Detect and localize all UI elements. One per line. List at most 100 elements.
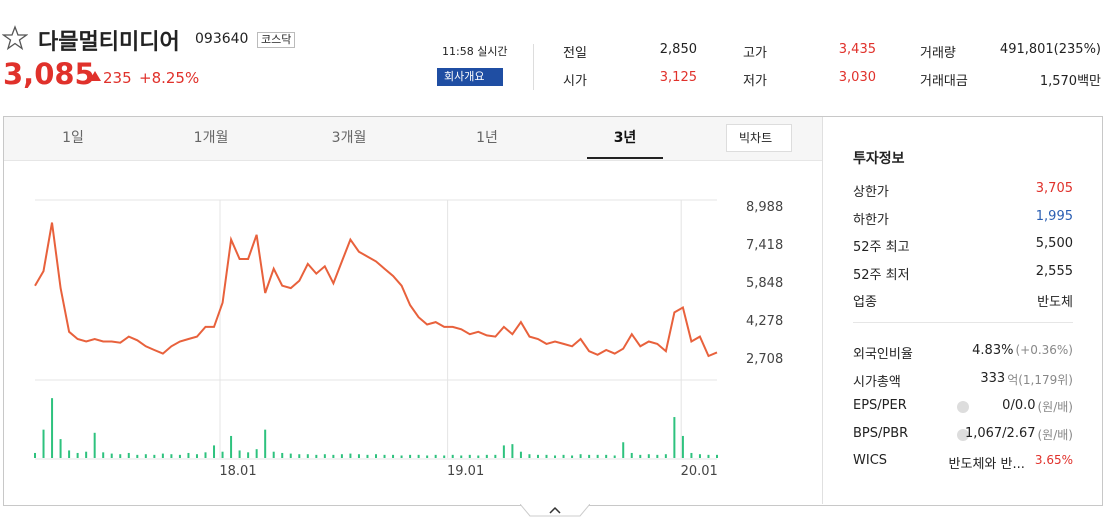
volume-bar [289, 453, 292, 458]
volume-bar [187, 452, 190, 458]
volume-bar [613, 455, 616, 458]
volume-bar [630, 452, 633, 458]
volume-bar [195, 454, 198, 458]
info-label: 외국인비율 [853, 347, 913, 362]
volume-bar [315, 454, 318, 458]
info-sub: (원/배) [1037, 400, 1074, 414]
info-value: 1,995 [1035, 208, 1073, 224]
x-tick-label: 18.01 [219, 464, 256, 479]
market-badge: 코스닥 [257, 32, 296, 48]
info-value: 3,705 [1035, 181, 1073, 196]
volume-bar [468, 454, 471, 458]
info-value: 5,500 [1035, 236, 1073, 251]
info-label: 52주 최저 [853, 267, 910, 283]
volume-bar [281, 452, 284, 458]
realtime-time: 11:58 실시간 [442, 45, 508, 58]
volume-bar [502, 445, 505, 458]
volume-bar [366, 454, 369, 458]
separator [853, 322, 1073, 323]
volume-bar [647, 454, 650, 458]
volume-bar [588, 454, 591, 458]
company-button[interactable]: 회사개요 [437, 68, 503, 86]
volume-bar [656, 454, 659, 458]
volume-bar [562, 454, 565, 458]
big-chart-button[interactable]: 빅차트 [726, 124, 792, 152]
period-tab[interactable]: 1개월 [193, 130, 229, 146]
info-label: EPS/PER [853, 398, 907, 413]
volume-bar [51, 398, 54, 458]
volume-bar [375, 454, 377, 458]
info-sub: (원/배) [1037, 427, 1074, 442]
volume-bar [477, 455, 480, 458]
separator [533, 44, 534, 90]
current-price: 3,085 [3, 57, 95, 91]
info-sub: 억(1,179위) [1007, 372, 1073, 387]
volume-bar [170, 454, 173, 458]
info-value: 반도체와 반... [948, 457, 1025, 472]
volume-bar [417, 454, 420, 458]
volume-bar [42, 429, 45, 458]
info-value: 4.83% [972, 343, 1014, 358]
volume-bar [698, 454, 701, 458]
volume-bar [716, 454, 718, 458]
y-tick-label: 7,418 [746, 238, 783, 253]
stock-name: 다믈멀티미디어 [38, 30, 180, 55]
favorite-star[interactable] [2, 25, 28, 51]
volume-bar [664, 454, 667, 458]
chart: 8,988 7,418 5,848 4,278 2,708 18.01 19.01 20.01 [34, 199, 783, 479]
volume-bar [622, 442, 625, 458]
volume-bar [340, 454, 343, 458]
period-tab[interactable]: 3개월 [331, 130, 367, 146]
period-tab[interactable]: 3년 [613, 130, 637, 146]
y-tick-label: 2,708 [746, 352, 783, 367]
volume-bar [264, 429, 267, 458]
active-underline [587, 157, 663, 159]
summary-label: 고가 [743, 46, 767, 61]
info-value: 0/0.0 [1002, 398, 1036, 413]
volume-bar [247, 452, 250, 458]
volume-bar [306, 454, 309, 458]
period-tab[interactable]: 1일 [62, 130, 84, 146]
panel-divider [822, 117, 823, 504]
y-tick-label: 8,988 [746, 200, 783, 215]
summary-label: 거래대금 [920, 74, 968, 89]
volume-bar [357, 454, 360, 458]
summary-label: 시가 [563, 74, 587, 89]
period-tab[interactable]: 1년 [476, 130, 498, 146]
volume-bar [93, 432, 96, 458]
volume-bar [383, 454, 386, 458]
info-label: WICS [853, 453, 888, 468]
volume-bar [255, 449, 258, 458]
volume-bar [485, 454, 488, 458]
volume-bar [434, 454, 437, 458]
volume-bar [349, 453, 352, 458]
volume-bar [298, 454, 301, 458]
volume-bar [127, 452, 130, 458]
info-label: 시가총액 [853, 374, 901, 390]
volume-bar [392, 454, 395, 458]
collapse-toggle[interactable] [520, 504, 590, 517]
volume-bar [571, 455, 574, 458]
volume-bar [605, 454, 608, 458]
info-value: 2,555 [1035, 263, 1073, 279]
price-change: 235 [103, 69, 132, 87]
info-value: 반도체 [1037, 295, 1073, 310]
summary-value: 2,850 [659, 42, 697, 57]
volume-bar [451, 454, 454, 458]
price-line [34, 222, 718, 358]
tab-bar [4, 117, 822, 161]
volume-bar [34, 452, 36, 458]
help-icon[interactable] [957, 428, 969, 441]
y-tick-label: 4,278 [746, 314, 783, 329]
help-icon[interactable] [957, 401, 969, 413]
volume-bar [400, 455, 403, 458]
volume-bar [536, 454, 539, 458]
volume-bar [178, 454, 181, 458]
volume-bar [85, 451, 88, 458]
volume-bar [213, 445, 216, 458]
info-value: 1,067/2.67 [964, 425, 1036, 441]
volume-bar [707, 454, 710, 458]
summary-label: 거래량 [920, 46, 956, 61]
volume-bar [102, 452, 105, 458]
x-tick-label: 20.01 [681, 464, 718, 479]
